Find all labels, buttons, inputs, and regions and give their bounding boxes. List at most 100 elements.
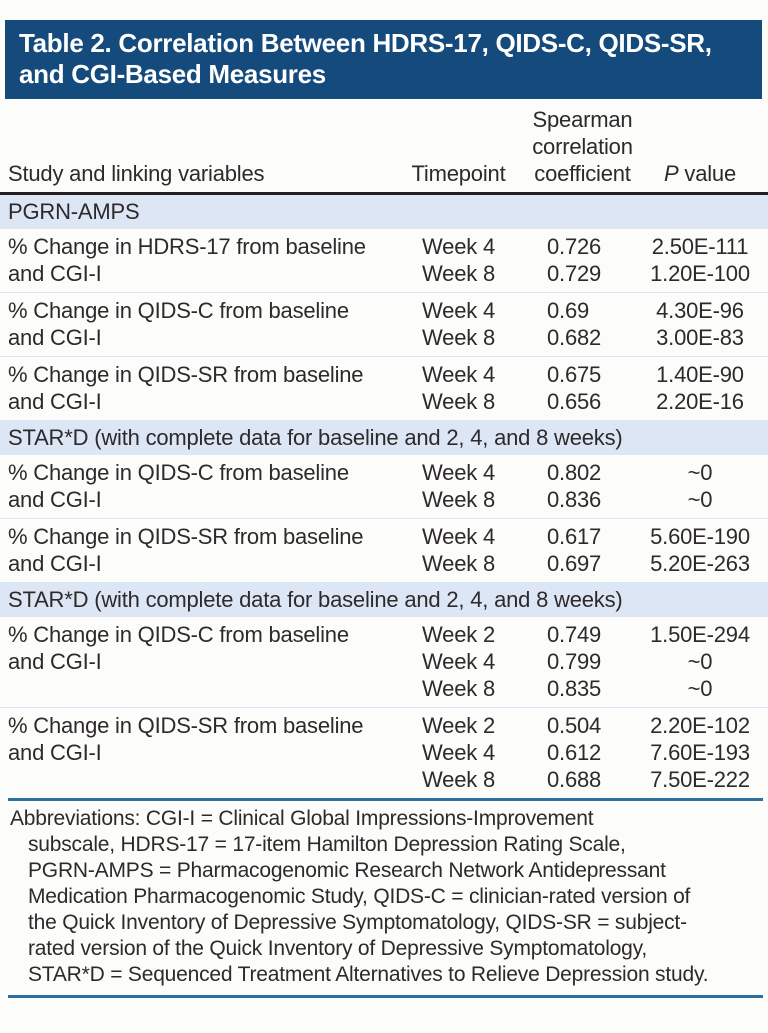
footnote-top-rule [8,798,763,801]
footnote-line: PGRN-AMPS = Pharmacogenomic Research Net… [28,859,666,882]
coefficient-header-line-1: Spearman [532,107,633,132]
p-value: ~0 [687,676,713,701]
footnote-line: STAR*D = Sequenced Treatment Alternative… [28,963,709,986]
study-variable-line: % Change in QIDS-SR from baseline [8,524,364,549]
p-value: 2.50E-111 [651,234,749,259]
study-variable-line: % Change in QIDS-SR from baseline [8,713,364,738]
cell-p-value: 4.30E-96 3.00E-83 [640,297,760,351]
p-value: 3.00E-83 [656,325,744,350]
cell-timepoint: Week 4 Week 8 [392,361,525,415]
footnote-line: Abbreviations: CGI-I = Clinical Global I… [10,807,594,830]
timepoint-value: Week 4 [422,649,495,674]
timepoint-value: Week 8 [422,325,495,350]
coefficient-value: 0.504 [547,713,602,738]
study-variable-line: % Change in QIDS-C from baseline [8,298,349,323]
p-value: 5.20E-263 [650,551,750,576]
header-rule [0,192,768,195]
coefficient-header-line-2: correlation [532,134,633,159]
footnote-line: the Quick Inventory of Depressive Sympto… [28,911,687,934]
timepoint-value: Week 8 [422,676,495,701]
coefficient-value: 0.836 [547,487,602,512]
footnote-line: Medication Pharmacogenomic Study, QIDS-C… [28,885,691,908]
coefficient-value: 0.749 [547,622,602,647]
timepoint-value: Week 4 [422,524,495,549]
coefficient-value: 0.802 [547,460,602,485]
footnote-line: subscale, HDRS-17 = 17-item Hamilton Dep… [28,833,626,856]
coefficient-value: 0.726 [547,234,602,259]
cell-study-variable: % Change in QIDS-C from baseline and CGI-… [8,459,392,513]
cell-study-variable: % Change in QIDS-C from baseline and CGI-… [8,621,392,702]
column-header-timepoint: Timepoint [411,161,506,186]
p-value-header-italic: P [663,161,679,186]
cell-coefficient: 0.69 0.682 [525,297,640,351]
timepoint-value: Week 4 [422,460,495,485]
footnote-line: rated version of the Quick Inventory of … [28,937,648,960]
cell-timepoint: Week 2 Week 4 Week 8 [392,621,525,702]
coefficient-header-line-3: coefficient [534,161,631,186]
cell-p-value: ~0 ~0 [640,459,760,513]
coefficient-value: 0.656 [547,389,602,414]
cell-p-value: 1.50E-294 ~0 ~0 [640,621,760,702]
coefficient-value: 0.799 [547,649,602,674]
study-variable-line: and CGI-I [8,325,102,350]
table-row-group: % Change in HDRS-17 from baseline and CGI… [0,229,768,292]
coefficient-value: 0.835 [547,676,602,701]
p-value-header-rest: value [684,161,736,186]
timepoint-value: Week 4 [422,362,495,387]
column-header-study: Study and linking variables [8,161,265,186]
table-body: PGRN-AMPS % Change in HDRS-17 from baseli… [0,195,768,798]
cell-p-value: 2.20E-102 7.60E-193 7.50E-222 [640,712,760,793]
p-value: 7.50E-222 [650,767,750,792]
cell-timepoint: Week 4 Week 8 [392,297,525,351]
table-2-figure: Table 2. Correlation Between HDRS-17, QI… [0,20,768,998]
timepoint-value: Week 8 [422,767,495,792]
table-row-group: % Change in QIDS-C from baseline and CGI-… [0,455,768,518]
cell-timepoint: Week 4 Week 8 [392,233,525,287]
timepoint-value: Week 4 [422,298,495,323]
coefficient-value: 0.697 [547,551,602,576]
table-title-line-1: Table 2. Correlation Between HDRS-17, QI… [19,28,712,58]
coefficient-value: 0.612 [547,740,602,765]
cell-coefficient: 0.726 0.729 [525,233,640,287]
study-variable-line: % Change in QIDS-C from baseline [8,622,349,647]
cell-coefficient: 0.802 0.836 [525,459,640,513]
footnote: Abbreviations: CGI-I = Clinical Global I… [0,801,768,995]
coefficient-value: 0.729 [547,261,602,286]
p-value: 4.30E-96 [656,298,744,323]
cell-timepoint: Week 2 Week 4 Week 8 [392,712,525,793]
cell-coefficient: 0.749 0.799 0.835 [525,621,640,702]
p-value: ~0 [687,460,713,485]
timepoint-value: Week 4 [422,234,495,259]
table-row-group: % Change in QIDS-SR from baseline and CGI… [0,356,768,420]
timepoint-value: Week 8 [422,389,495,414]
timepoint-value: Week 2 [422,622,495,647]
timepoint-value: Week 8 [422,487,495,512]
column-header-coefficient: Spearman correlation coefficient [525,106,640,187]
study-variable-line: % Change in QIDS-C from baseline [8,460,349,485]
study-variable-line: and CGI-I [8,551,102,576]
table-row-group: % Change in QIDS-C from baseline and CGI-… [0,292,768,356]
study-variable-line: % Change in QIDS-SR from baseline [8,362,364,387]
column-headers: Study and linking variables Timepoint Sp… [0,99,768,192]
study-variable-line: % Change in HDRS-17 from baseline [8,234,366,259]
cell-study-variable: % Change in QIDS-SR from baseline and CGI… [8,361,392,415]
cell-study-variable: % Change in HDRS-17 from baseline and CGI… [8,233,392,287]
column-header-p-value: P value [640,160,760,187]
study-variable-line: and CGI-I [8,487,102,512]
table-row-group: % Change in QIDS-SR from baseline and CGI… [0,707,768,798]
cell-timepoint: Week 4 Week 8 [392,459,525,513]
p-value: ~0 [687,487,713,512]
study-variable-line: and CGI-I [8,389,102,414]
coefficient-value: 0.688 [547,767,602,792]
cell-study-variable: % Change in QIDS-SR from baseline and CGI… [8,523,392,577]
cell-coefficient: 0.675 0.656 [525,361,640,415]
coefficient-value: 0.682 [547,325,602,350]
p-value: 5.60E-190 [650,524,750,549]
timepoint-value: Week 2 [422,713,495,738]
table-title-banner: Table 2. Correlation Between HDRS-17, QI… [5,20,762,99]
timepoint-value: Week 8 [422,551,495,576]
cell-study-variable: % Change in QIDS-SR from baseline and CGI… [8,712,392,793]
p-value: 7.60E-193 [650,740,750,765]
section-header: PGRN-AMPS [0,195,768,229]
section-header: STAR*D (with complete data for baseline … [0,420,768,455]
